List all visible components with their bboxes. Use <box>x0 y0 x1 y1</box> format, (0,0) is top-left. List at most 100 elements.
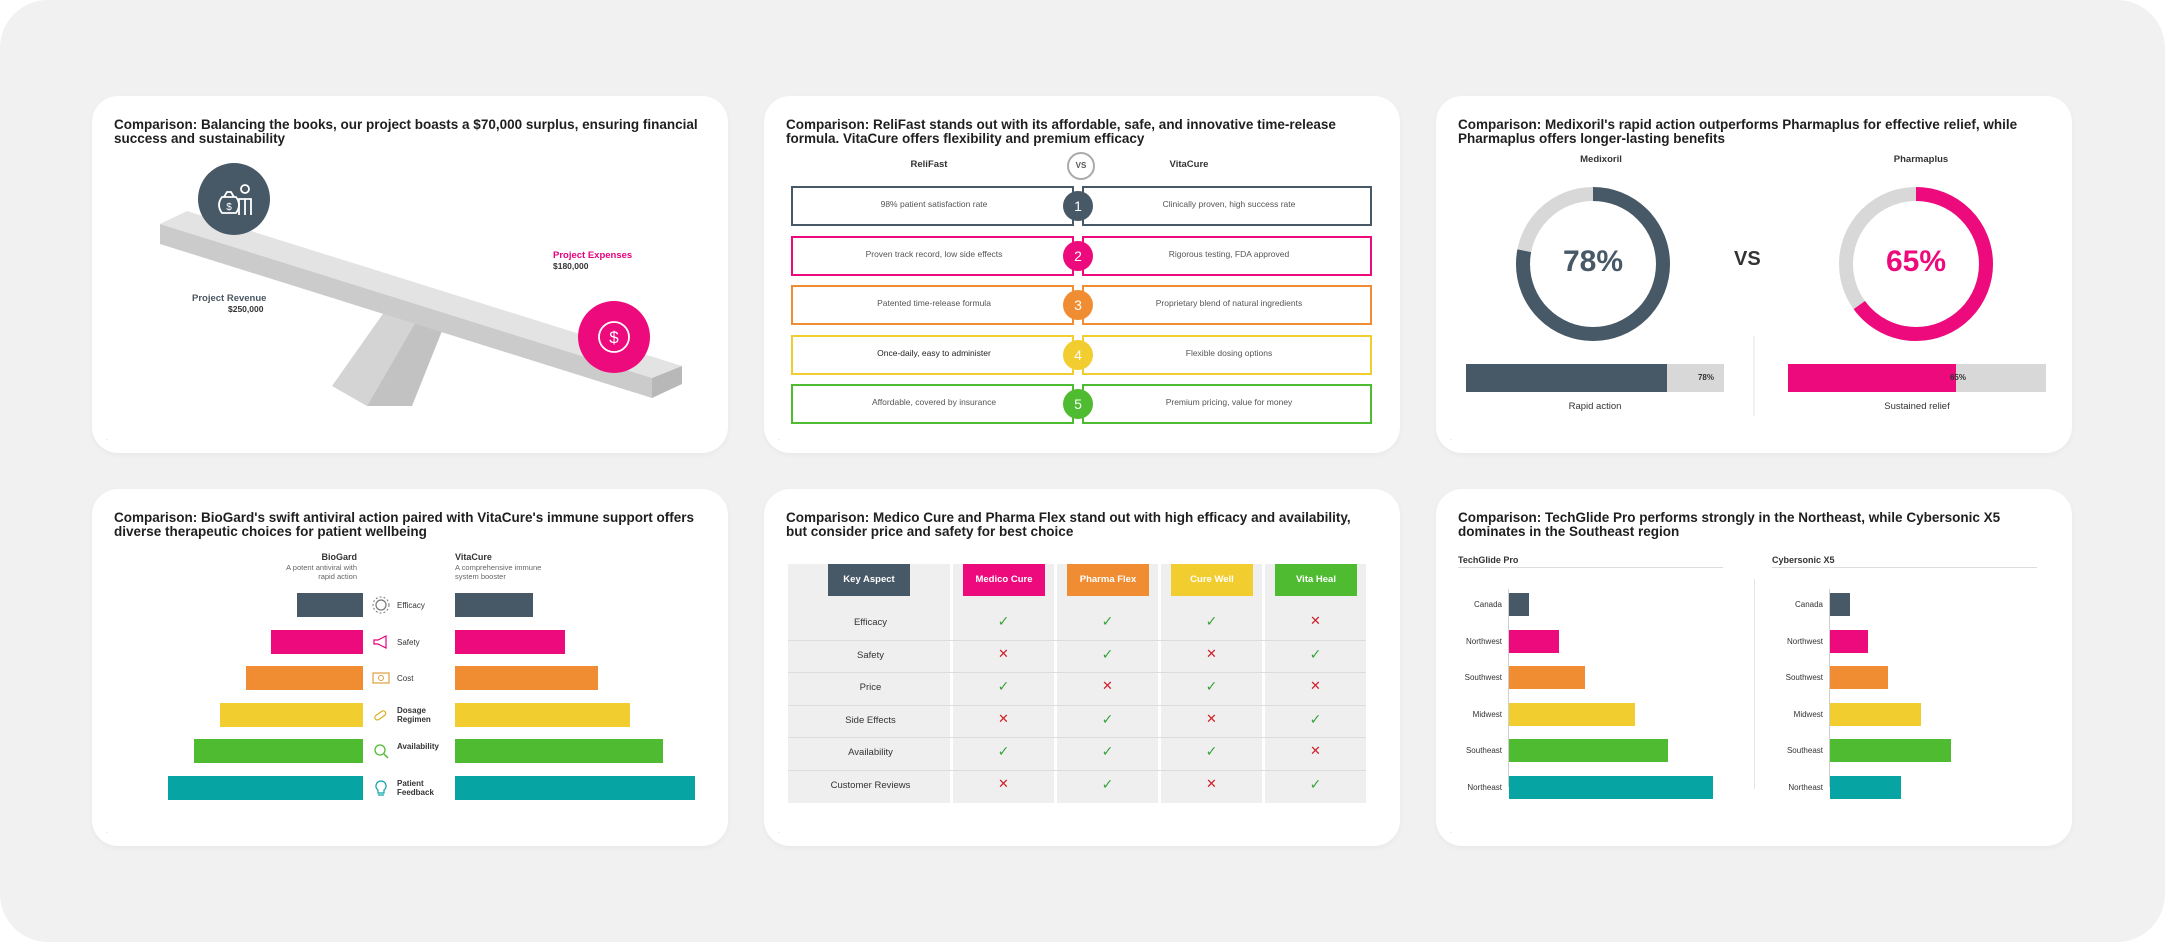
bar <box>1509 666 1585 689</box>
relifast-row-text: Once-daily, easy to administer <box>877 347 991 358</box>
relifast-row-box <box>791 334 1074 375</box>
category-label: Canada <box>1794 600 1823 609</box>
vitacure-row-box <box>1082 235 1372 276</box>
check-icon: ✓ <box>1205 613 1218 629</box>
check-icon: ✓ <box>1101 645 1114 662</box>
slide-card-balance[interactable]: Comparison: Balancing the books, our pro… <box>92 96 728 453</box>
vitacure-row-text: Flexible dosing options <box>1185 347 1273 358</box>
slide-card-medixoril[interactable]: Comparison: Medixoril's rapid action out… <box>1436 96 2072 453</box>
chart-title-rule <box>1772 567 2037 568</box>
bar <box>1509 775 1714 799</box>
aspect-label: Safety <box>397 637 420 647</box>
slide-title: Comparison: BioGard's swift antiviral ac… <box>114 510 695 539</box>
check-icon: ✓ <box>1101 743 1114 759</box>
page-number: · <box>106 437 108 443</box>
check-icon: ✓ <box>1101 613 1114 629</box>
table-row-label: Efficacy <box>853 617 888 628</box>
bar <box>1509 593 1530 616</box>
cross-icon: ✕ <box>1310 743 1321 758</box>
cross-icon: ✕ <box>1206 710 1217 726</box>
biogard-bar <box>271 629 363 654</box>
bar <box>1830 666 1888 689</box>
relifast-heading: ReliFast <box>910 159 948 170</box>
slide-card-relifast[interactable]: Comparison: ReliFast stands out with its… <box>764 96 1400 453</box>
table-column-bg <box>788 564 950 803</box>
chart-separator <box>1754 579 1755 789</box>
cross-icon: ✕ <box>998 645 1009 661</box>
pharmaplus-donut-fill <box>1839 187 1993 341</box>
relifast-row-box <box>791 285 1074 325</box>
biogard-bar <box>245 666 363 690</box>
table-row-divider <box>788 639 1366 641</box>
aspect-label: Patient Feedback <box>397 778 434 797</box>
bar <box>1830 593 1851 616</box>
vitacure-bar <box>455 593 533 617</box>
relifast-row-text: Affordable, covered by insurance <box>871 397 997 407</box>
category-label: Southeast <box>1465 746 1502 755</box>
category-label: Canada <box>1473 600 1502 609</box>
category-label: Northeast <box>1467 782 1502 792</box>
check-icon: ✓ <box>1205 678 1218 694</box>
table-row-divider <box>788 737 1366 738</box>
vitacure-subtitle: A comprehensive immune system booster <box>455 563 542 581</box>
bar <box>1830 775 1901 799</box>
table-column-bg <box>953 564 1054 803</box>
chart-axis <box>1508 589 1509 787</box>
aspect-label: Efficacy <box>397 601 425 610</box>
slide-card-medico[interactable]: Comparison: Medico Cure and Pharma Flex … <box>764 489 1400 846</box>
vitacure-row-text: Rigorous testing, FDA approved <box>1168 248 1290 259</box>
biogard-bar <box>193 739 363 763</box>
slide-title: Comparison: TechGlide Pro performs stron… <box>1458 510 2001 539</box>
cross-icon: ✕ <box>1206 645 1217 661</box>
vitacure-bar <box>455 775 695 800</box>
aspect-label: Dosage Regimen <box>397 705 431 724</box>
vitacure-row-text: Clinically proven, high success rate <box>1162 199 1296 209</box>
table-column-bg <box>1265 564 1366 803</box>
vs-badge: VS <box>1067 152 1095 180</box>
category-label: Northwest <box>1786 636 1823 646</box>
revenue-label: Project Revenue <box>192 293 267 304</box>
donut-charts <box>1516 187 1993 416</box>
cross-icon: ✕ <box>998 775 1009 791</box>
slide-card-biogard[interactable]: Comparison: BioGard's swift antiviral ac… <box>92 489 728 846</box>
table-row-divider <box>788 704 1366 706</box>
vitacure-row-box <box>1082 285 1372 325</box>
biogard-subtitle: A potent antiviral with rapid action <box>286 563 357 581</box>
check-icon: ✓ <box>1309 710 1322 727</box>
chart-axis <box>1829 589 1830 787</box>
bar <box>1830 702 1921 726</box>
table-row-label: Side Effects <box>845 714 896 726</box>
vitacure-heading: VitaCure <box>455 552 492 562</box>
svg-text:$: $ <box>609 328 619 347</box>
row-number-badge: 2 <box>1063 240 1093 271</box>
table-header-product: Cure Well <box>1171 564 1253 596</box>
table-header-key-aspect: Key Aspect <box>828 564 910 596</box>
vs-label: VS <box>1734 248 1761 270</box>
relifast-row-box <box>791 235 1074 276</box>
bar <box>1830 629 1868 653</box>
page-number: · <box>1450 830 1452 836</box>
medixoril-progress: 78% <box>1466 364 1724 392</box>
seesaw-illustration <box>160 211 682 406</box>
medixoril-caption: Rapid action <box>1568 401 1622 412</box>
page-number: · <box>778 437 780 443</box>
relifast-row-text: Patented time-release formula <box>877 298 991 308</box>
slide-title: Comparison: ReliFast stands out with its… <box>786 117 1336 146</box>
slide-title: Comparison: Medico Cure and Pharma Flex … <box>786 510 1351 539</box>
row-number-badge: 3 <box>1063 290 1093 320</box>
vitacure-bar <box>455 629 565 654</box>
pharmaplus-caption: Sustained relief <box>1884 401 1950 412</box>
cross-icon: ✕ <box>998 710 1009 726</box>
medixoril-progress-fill <box>1466 364 1668 392</box>
biogard-bar <box>297 593 363 617</box>
category-label: Southwest <box>1785 673 1823 682</box>
medixoril-donut-fill <box>1516 187 1670 341</box>
table-header-product: Medico Cure <box>963 564 1045 596</box>
cross-icon: ✕ <box>1102 678 1113 693</box>
gear-icon <box>371 595 391 615</box>
vitacure-row-text: Premium pricing, value for money <box>1165 397 1293 407</box>
vitacure-bar <box>455 739 663 763</box>
page-number: · <box>106 830 108 836</box>
vitacure-bar <box>455 666 598 690</box>
slide-card-techglide[interactable]: Comparison: TechGlide Pro performs stron… <box>1436 489 2072 846</box>
